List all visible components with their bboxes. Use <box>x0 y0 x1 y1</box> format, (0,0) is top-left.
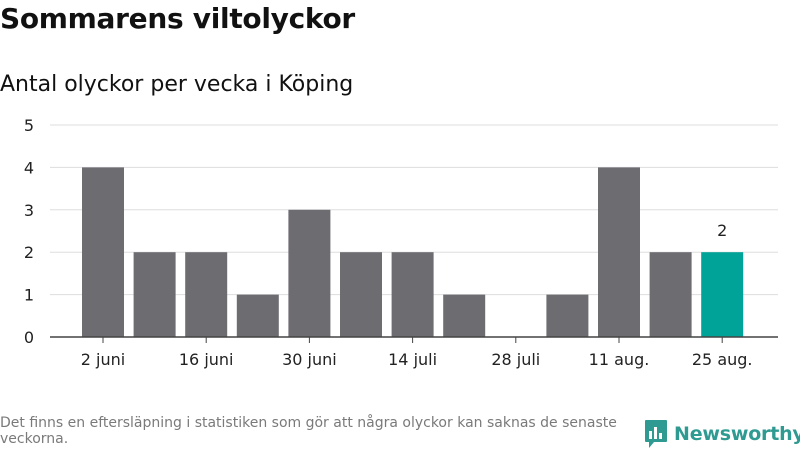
y-tick-label: 2 <box>24 243 34 262</box>
y-tick-label: 3 <box>24 201 34 220</box>
bar <box>443 294 486 337</box>
brand-name: Newsworthy <box>674 423 800 445</box>
x-tick-label: 30 juni <box>282 350 337 369</box>
chart-subtitle: Antal olyckor per vecka i Köping <box>0 72 354 97</box>
bar-highlight <box>701 252 744 337</box>
x-tick-label: 11 aug. <box>589 350 650 369</box>
y-tick-label: 1 <box>24 286 34 305</box>
bar <box>185 252 228 337</box>
x-tick-label: 25 aug. <box>692 350 753 369</box>
chart-title: Sommarens viltolyckor <box>0 2 355 35</box>
data-label: 2 <box>717 221 727 240</box>
bar <box>598 167 640 337</box>
bar <box>649 252 692 337</box>
bar <box>133 252 176 337</box>
newsworthy-logo: Newsworthy <box>644 419 800 449</box>
x-tick-label: 14 juli <box>388 350 437 369</box>
footnote: Det finns en eftersläpning i statistiken… <box>0 415 617 447</box>
bar <box>288 209 331 337</box>
bar <box>546 294 589 337</box>
bar <box>391 252 434 337</box>
bar-chart: 0 1 2 3 4 5 2 2 juni 16 juni 30 juni 14 juli 28 jul… <box>24 116 778 369</box>
bar <box>82 167 124 337</box>
bar <box>340 252 382 337</box>
x-tick-label: 2 juni <box>81 350 125 369</box>
x-tick-label: 28 juli <box>491 350 540 369</box>
y-tick-label: 5 <box>24 116 34 135</box>
newsworthy-chart-icon <box>645 420 667 448</box>
y-tick-label: 4 <box>24 158 34 177</box>
bar <box>236 294 279 337</box>
x-tick-label: 16 juni <box>179 350 234 369</box>
y-tick-label: 0 <box>24 328 34 347</box>
